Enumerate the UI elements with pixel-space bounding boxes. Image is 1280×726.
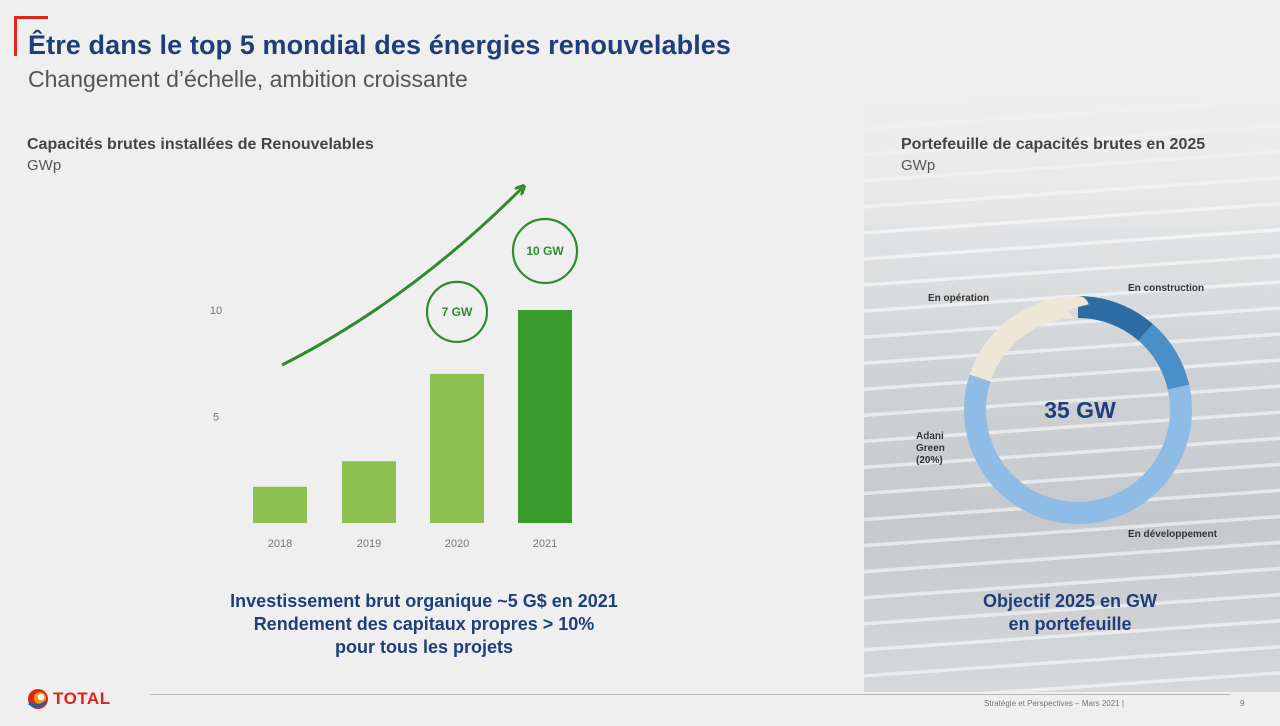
objective-line-2: en portefeuille (1008, 614, 1132, 634)
x-tick-label: 2020 (445, 538, 469, 550)
objective-caption: Objectif 2025 en GW en portefeuille (930, 590, 1210, 636)
highlight-circle (425, 280, 489, 343)
x-tick-label: 2021 (533, 538, 557, 550)
donut-slice (964, 296, 1192, 524)
total-logo: TOTAL (26, 687, 111, 711)
bar-chart: 5 10 2018 2019 2020 2021 7 GW 10 GW (210, 188, 579, 550)
donut-center-label: 35 GW (1044, 397, 1116, 423)
x-tick-label: 2018 (268, 538, 292, 550)
donut-slice-label: En construction (1128, 283, 1204, 294)
footer-text: Stratégie et Perspectives – Mars 2021 | (984, 699, 1124, 708)
bar-2021 (518, 310, 572, 523)
highlight-label: 7 GW (442, 305, 473, 319)
y-tick-label: 10 (210, 305, 222, 317)
bar-2019 (342, 461, 396, 523)
donut-slice-label: Adani Green (20%) (916, 431, 945, 466)
solar-panel-background (864, 0, 1280, 692)
bar-chart-unit: GWp (27, 157, 62, 174)
footer-divider (150, 694, 1230, 695)
summary-line-investment: Investissement brut organique ~5 G$ en 2… (230, 591, 618, 611)
investment-summary: Investissement brut organique ~5 G$ en 2… (160, 590, 688, 659)
bar-2020 (430, 373, 484, 523)
donut-slice-label: En opération (928, 293, 989, 304)
corner-accent (14, 16, 48, 56)
total-logo-icon (26, 687, 50, 711)
highlight-circle (511, 217, 579, 285)
objective-line-1: Objectif 2025 en GW (982, 591, 1158, 611)
donut-slice-label: En développement (1128, 529, 1218, 540)
donut-slice (964, 296, 1192, 524)
donut-chart-unit: GWp (901, 157, 936, 174)
x-tick-label: 2019 (357, 538, 381, 550)
summary-line-projects: pour tous les projets (334, 637, 514, 657)
page-number: 9 (1240, 699, 1245, 708)
total-logo-text: TOTAL (53, 689, 111, 708)
page-subtitle: Changement d’échelle, ambition croissant… (28, 66, 468, 92)
page-title: Être dans le top 5 mondial des énergies … (28, 30, 732, 60)
donut-chart-title: Portefeuille de capacités brutes en 2025 (901, 136, 1206, 153)
highlight-label: 10 GW (526, 244, 564, 258)
bar-chart-title: Capacités brutes installées de Renouvela… (27, 136, 374, 153)
growth-arrow-icon (281, 188, 522, 367)
bar-2018 (253, 486, 307, 523)
summary-line-return: Rendement des capitaux propres > 10% (253, 614, 595, 634)
donut-chart: 35 GW En opération En construction En dével… (916, 283, 1218, 540)
y-tick-label: 5 (213, 412, 219, 424)
